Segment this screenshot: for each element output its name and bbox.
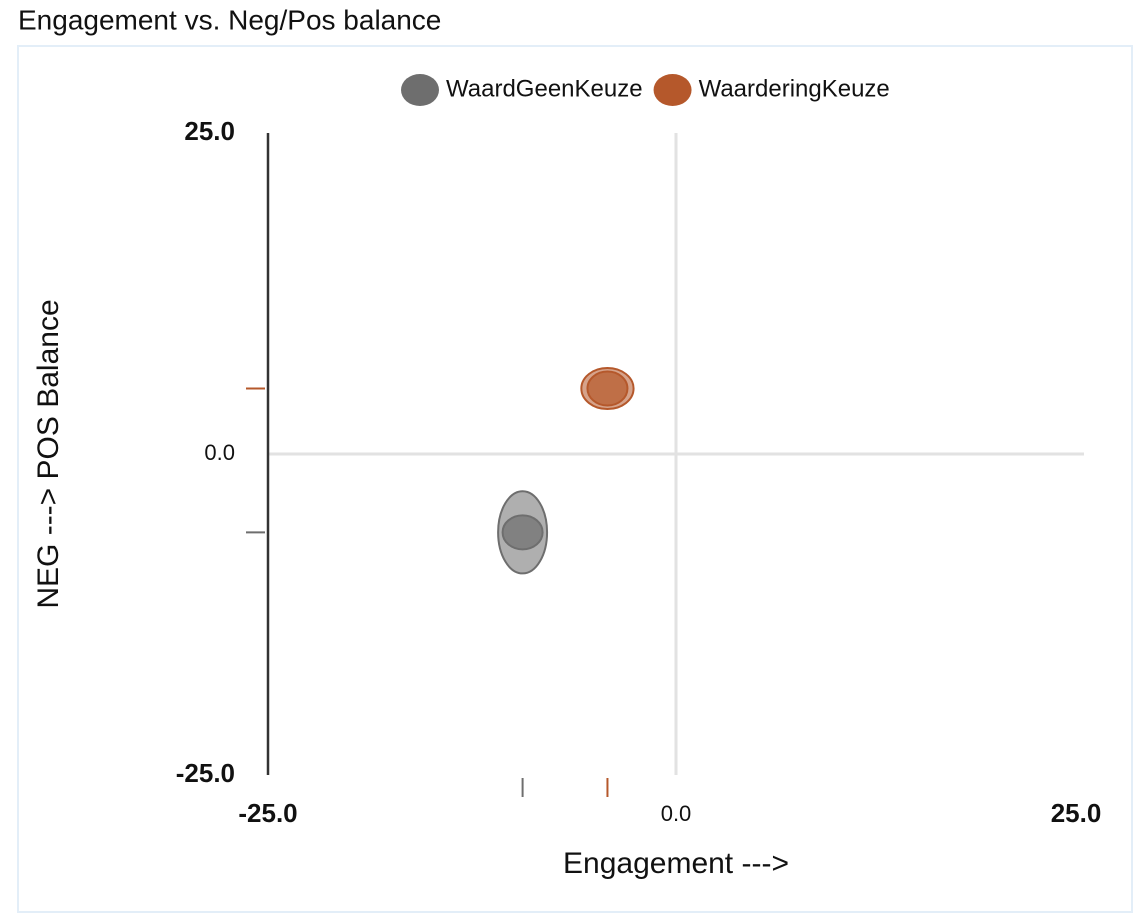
- chart-title: Engagement vs. Neg/Pos balance: [18, 4, 441, 35]
- y-tick-label: 0.0: [204, 440, 235, 465]
- legend-marker: [401, 74, 439, 106]
- x-tick-label: 25.0: [1051, 798, 1102, 828]
- legend-label: WaarderingKeuze: [699, 75, 890, 102]
- x-tick-label: 0.0: [661, 801, 692, 826]
- x-axis-label: Engagement --->: [563, 847, 789, 880]
- y-axis-label: NEG ---> POS Balance: [32, 299, 65, 608]
- y-tick-label: -25.0: [176, 758, 235, 788]
- point: [586, 370, 629, 407]
- plot-frame: [17, 45, 1133, 913]
- point: [501, 514, 544, 551]
- legend-marker: [653, 74, 692, 106]
- legend-label: WaardGeenKeuze: [446, 75, 643, 102]
- y-tick-label: 25.0: [184, 116, 235, 146]
- x-tick-label: -25.0: [238, 798, 297, 828]
